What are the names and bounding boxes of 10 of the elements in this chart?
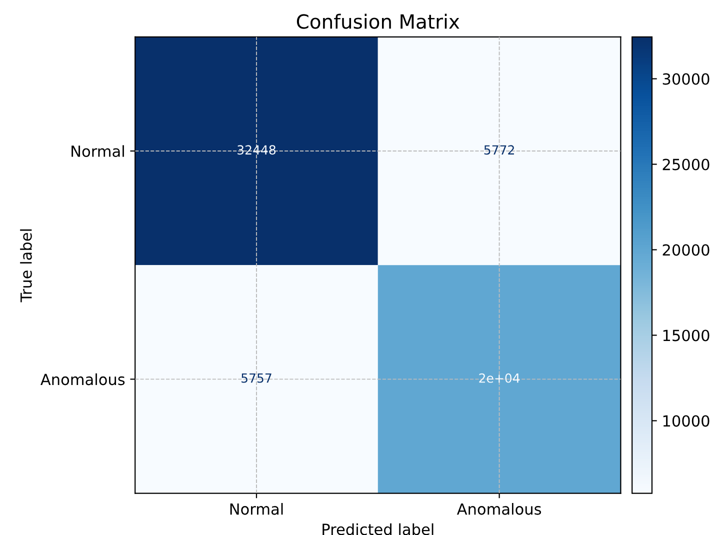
color-bar-label: 25000 (662, 158, 710, 170)
color-bar-label: 30000 (662, 73, 710, 85)
x-axis-title: Predicted label (322, 523, 434, 535)
data-label: 5757 (242, 374, 272, 383)
y-axis-title: True label (20, 229, 32, 302)
data-label: 5772 (484, 145, 514, 155)
color-bar-label: 10000 (663, 415, 710, 427)
chart-title: Confusion Matrix (296, 14, 460, 29)
color-bar-label: 15000 (663, 330, 710, 342)
color-bar-label: 20000 (662, 244, 710, 256)
